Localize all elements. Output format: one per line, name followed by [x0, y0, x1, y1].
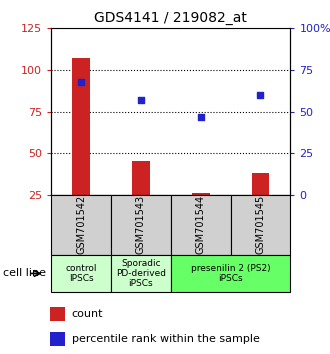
Text: Sporadic
PD-derived
iPSCs: Sporadic PD-derived iPSCs — [116, 258, 166, 289]
Text: count: count — [72, 309, 103, 319]
Bar — [171, 255, 290, 292]
Title: GDS4141 / 219082_at: GDS4141 / 219082_at — [94, 11, 247, 24]
Text: cell line: cell line — [3, 268, 46, 279]
Bar — [171, 195, 231, 255]
Bar — [111, 255, 171, 292]
Text: GSM701542: GSM701542 — [76, 195, 86, 255]
Bar — [192, 193, 210, 195]
Point — [138, 97, 144, 103]
Text: GSM701544: GSM701544 — [196, 195, 206, 255]
Text: GSM701545: GSM701545 — [255, 195, 266, 255]
Point — [198, 114, 203, 119]
Text: percentile rank within the sample: percentile rank within the sample — [72, 333, 260, 344]
Bar — [251, 173, 270, 195]
Bar — [72, 58, 90, 195]
Bar — [50, 332, 65, 346]
Bar — [51, 195, 111, 255]
Text: presenilin 2 (PS2)
iPSCs: presenilin 2 (PS2) iPSCs — [191, 264, 270, 283]
Bar — [231, 195, 290, 255]
Bar — [111, 195, 171, 255]
Text: control
IPSCs: control IPSCs — [65, 264, 97, 283]
Bar — [51, 255, 111, 292]
Bar — [50, 307, 65, 321]
Point — [79, 79, 84, 84]
Text: GSM701543: GSM701543 — [136, 195, 146, 255]
Bar — [132, 161, 150, 195]
Point — [258, 92, 263, 98]
